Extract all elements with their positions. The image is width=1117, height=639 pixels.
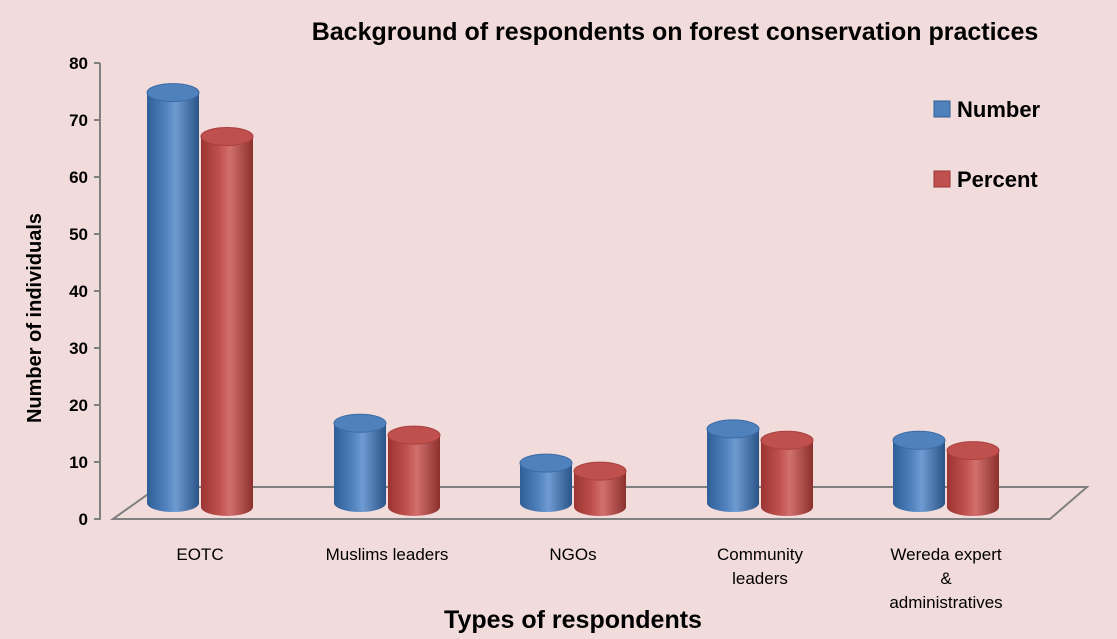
legend-label-number: Number <box>957 97 1041 122</box>
bar-top <box>760 430 814 450</box>
bar-body <box>947 450 999 516</box>
category-label-line: EOTC <box>176 545 223 564</box>
bar-number-2 <box>519 453 573 512</box>
bar-body <box>147 92 199 512</box>
bar-percent-2 <box>573 461 627 516</box>
bar-body <box>388 435 440 516</box>
bar-body <box>334 423 386 512</box>
bar-body <box>893 440 945 512</box>
bar-number-3 <box>706 419 760 512</box>
bars <box>146 83 1000 516</box>
y-axis-label: Number of individuals <box>24 213 46 423</box>
bar-percent-3 <box>760 430 814 516</box>
category-label-line: & <box>940 569 952 588</box>
y-tick-label: 80 <box>69 54 88 73</box>
y-tick-label: 50 <box>69 225 88 244</box>
bar-number-0 <box>146 83 200 512</box>
category-label-line: leaders <box>732 569 788 588</box>
bar-top <box>387 425 441 445</box>
y-tick-label: 60 <box>69 168 88 187</box>
bar-top <box>946 441 1000 461</box>
bar-top <box>333 413 387 433</box>
bar-percent-0 <box>200 127 254 516</box>
y-axis-ticks: 0 10 20 30 40 50 60 70 80 <box>69 54 100 529</box>
x-axis-label: Types of respondents <box>444 606 702 634</box>
chart-title: Background of respondents on forest cons… <box>312 18 1039 46</box>
bar-body <box>574 471 626 516</box>
category-label-1: Muslims leaders <box>326 545 449 564</box>
category-label-line: NGOs <box>549 545 596 564</box>
legend-swatch-percent <box>933 170 951 188</box>
y-tick-label: 40 <box>69 282 88 301</box>
category-label-2: NGOs <box>549 545 596 564</box>
category-label-line: Community <box>717 545 803 564</box>
category-label-line: Wereda expert <box>890 545 1001 564</box>
category-label-0: EOTC <box>176 545 223 564</box>
bar-body <box>707 428 759 512</box>
bar-number-4 <box>892 430 946 512</box>
bar-body <box>201 136 253 516</box>
bar-number-1 <box>333 413 387 512</box>
y-tick-label: 0 <box>79 510 88 529</box>
y-tick-label: 70 <box>69 111 88 130</box>
bar-top <box>573 461 627 481</box>
category-label-3: Community leaders <box>717 545 803 588</box>
category-label-4: Wereda expert & administratives <box>889 545 1002 612</box>
legend-swatch-number <box>933 100 951 118</box>
category-labels: EOTC Muslims leaders NGOs Community leaders W… <box>176 545 1002 612</box>
bar-top <box>519 453 573 473</box>
floor-plane <box>109 486 1090 520</box>
category-label-line: administratives <box>889 593 1002 612</box>
y-tick-label: 10 <box>69 453 88 472</box>
category-label-line: Muslims leaders <box>326 545 449 564</box>
bar-body <box>520 463 572 512</box>
bar-top <box>706 419 760 439</box>
bar-top <box>892 430 946 450</box>
bar-percent-1 <box>387 425 441 516</box>
legend: Number Percent <box>933 97 1041 192</box>
bar-percent-4 <box>946 441 1000 516</box>
y-tick-label: 20 <box>69 396 88 415</box>
bar-body <box>761 440 813 516</box>
y-tick-label: 30 <box>69 339 88 358</box>
bar-top <box>146 83 200 103</box>
bar-top <box>200 127 254 146</box>
legend-label-percent: Percent <box>957 167 1038 192</box>
